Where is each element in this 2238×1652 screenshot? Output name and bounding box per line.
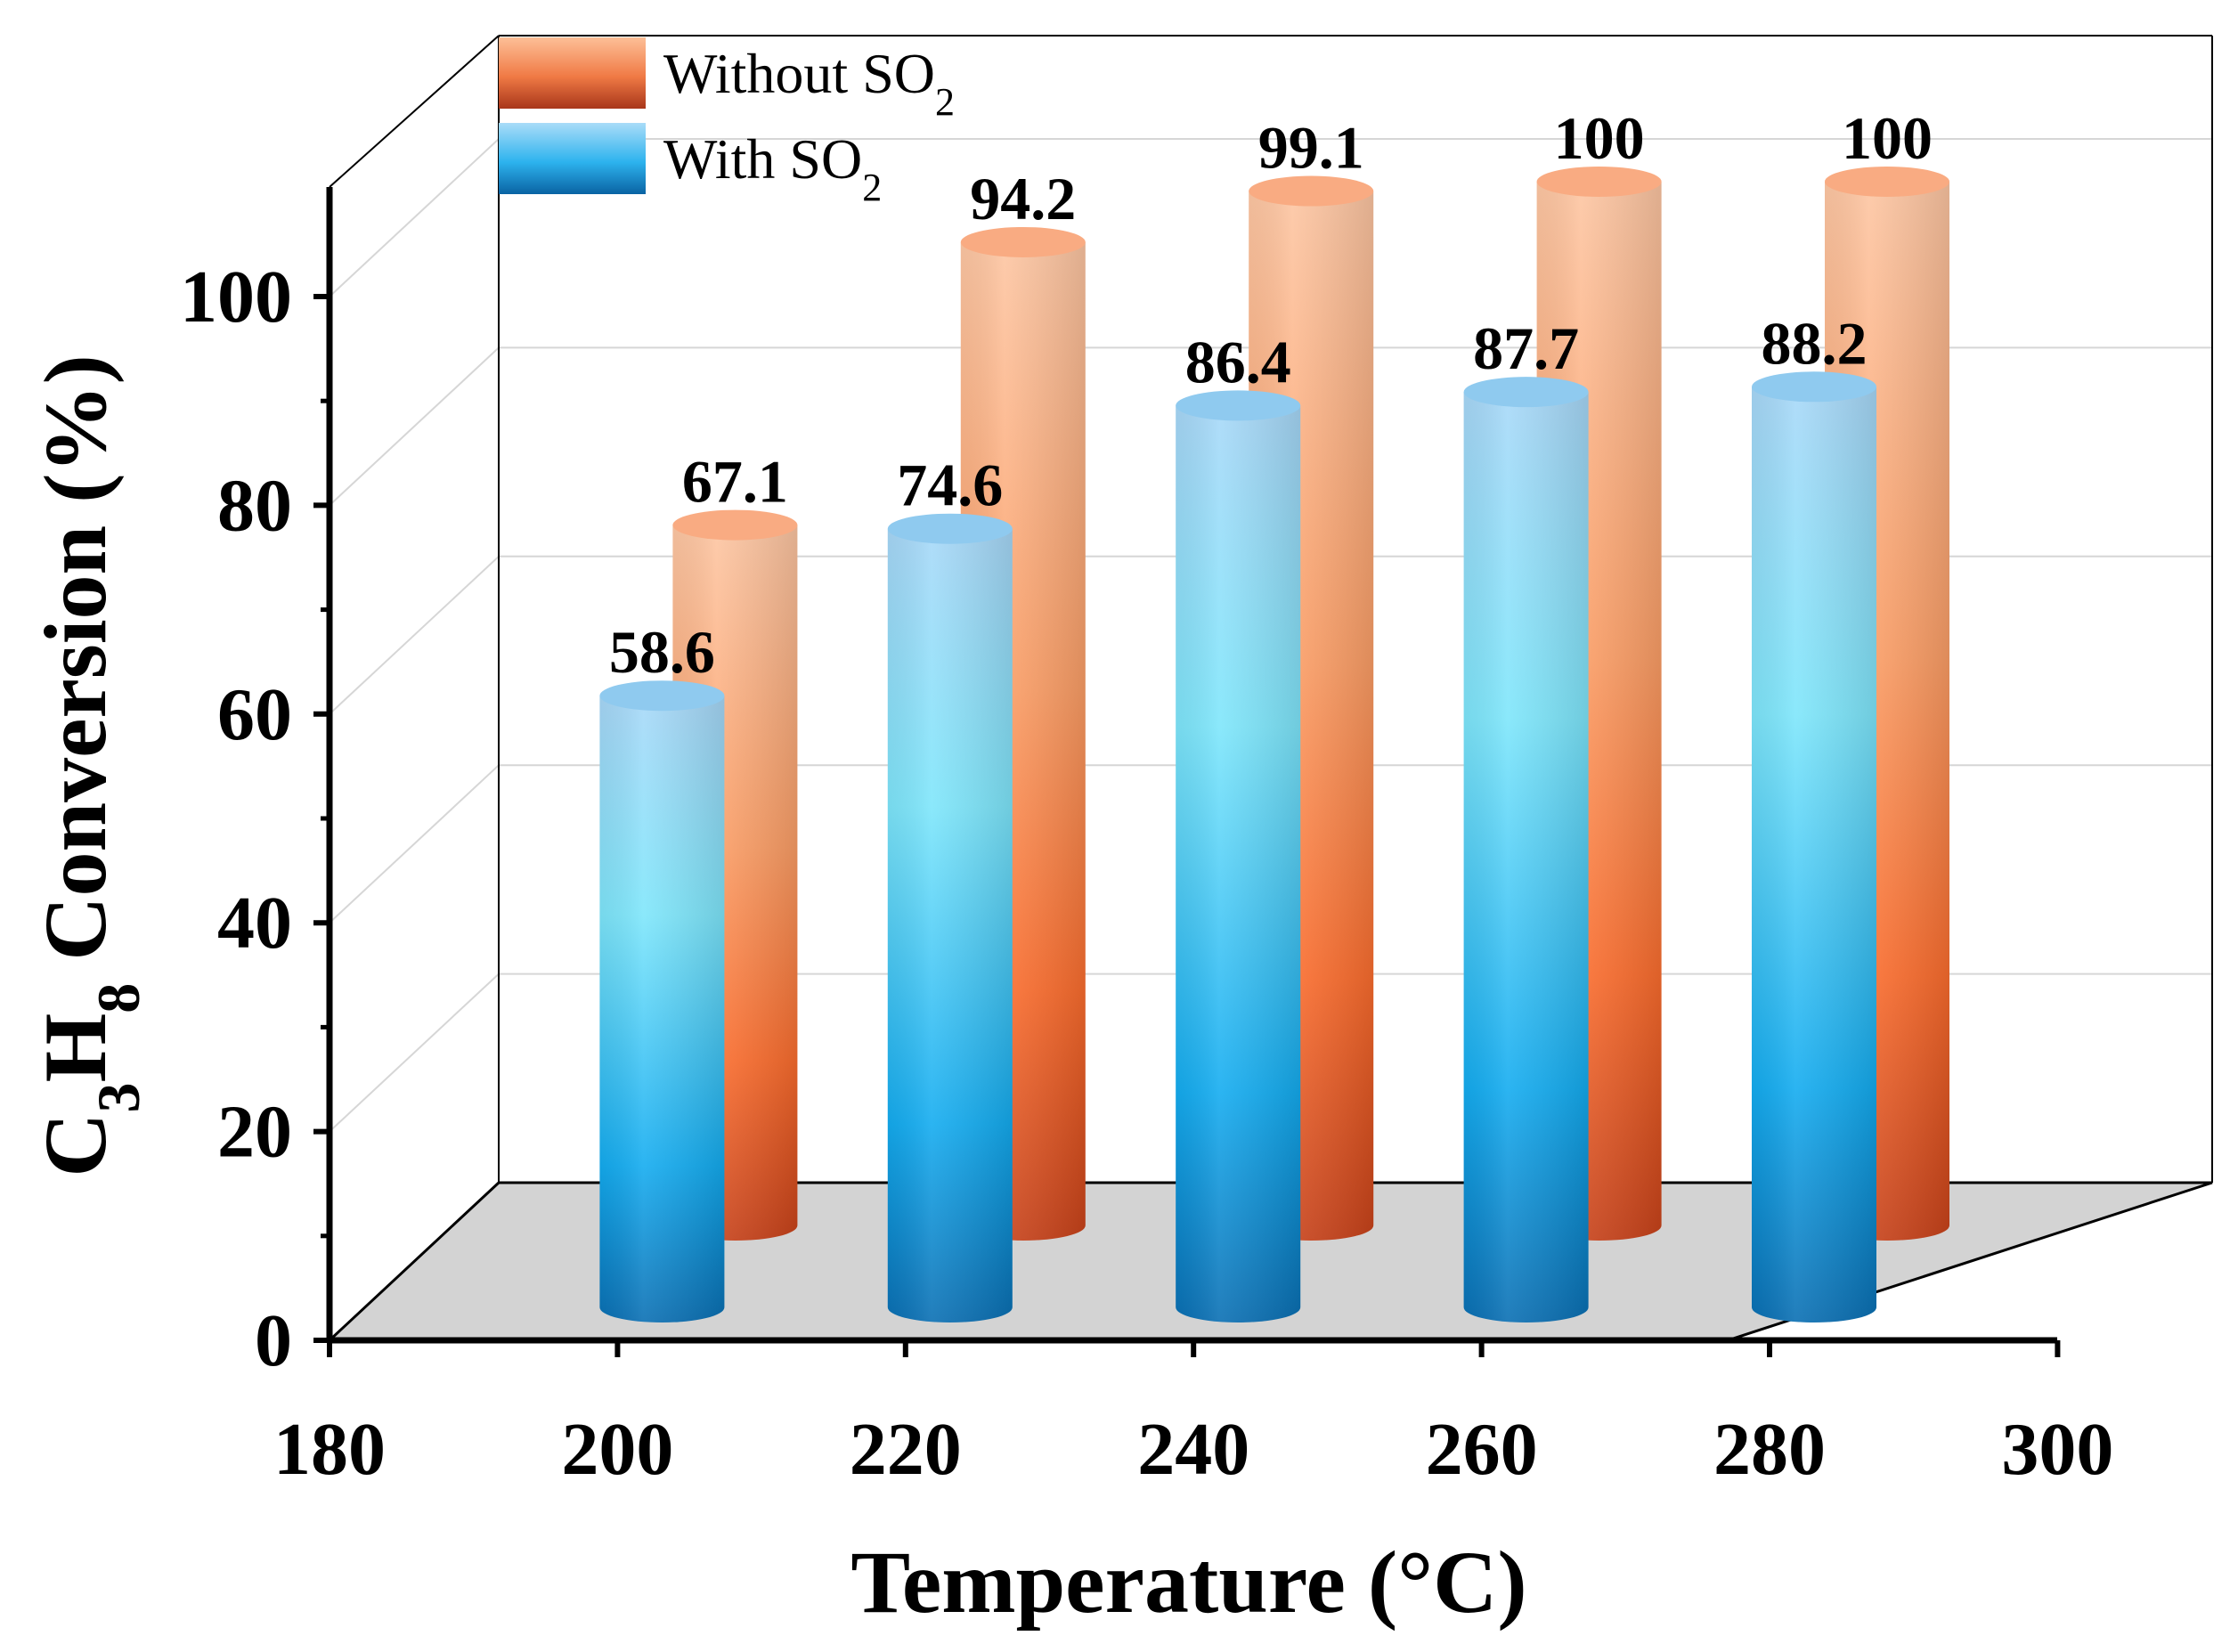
data-label-with-so2: 87.7 <box>1473 314 1579 382</box>
data-label-with-so2: 86.4 <box>1185 328 1291 395</box>
series-with-so2 <box>599 371 1876 1323</box>
x-tick-label: 200 <box>561 1408 673 1491</box>
y-title-h: H <box>26 1013 125 1083</box>
legend-label-without-so2-main: Without SO <box>663 42 935 105</box>
y-tick-label: 20 <box>217 1091 292 1174</box>
bar-without-so2-top <box>960 226 1086 257</box>
bar-with-so2 <box>599 680 725 1322</box>
legend-swatch-with-so2 <box>499 123 646 194</box>
data-label-with-so2: 58.6 <box>609 618 715 686</box>
y-title-c: C <box>26 1113 125 1177</box>
bar-with-so2 <box>1752 371 1876 1322</box>
x-axis-title: Temperature (°C) <box>850 1533 1526 1632</box>
x-ticks: 180 200 220 240 260 280 300 <box>273 1340 2113 1491</box>
data-labels: 67.1 94.2 99.1 100 100 58.6 74.6 86.4 87.7 88.2 <box>609 104 1933 686</box>
y-tick-label: 60 <box>217 673 292 756</box>
gridline-depth <box>329 764 500 924</box>
x-tick-label: 240 <box>1137 1408 1249 1491</box>
left-depth-top-edge <box>329 35 500 188</box>
bar-with-so2-shade <box>887 528 1013 1322</box>
data-label-without-so2: 67.1 <box>682 448 788 516</box>
legend-label-without-so2: Without SO2 <box>663 42 955 124</box>
legend-label-with-so2-sub: 2 <box>862 166 882 209</box>
bar-with-so2-top <box>599 680 725 712</box>
y-tick-label: 100 <box>180 256 292 338</box>
y-title-sub3: 3 <box>85 1083 152 1113</box>
legend-label-with-so2: With SO2 <box>663 127 882 209</box>
bar-with-so2-top <box>1176 390 1301 421</box>
bar-with-so2-shade <box>1752 387 1876 1322</box>
y-title-sub8: 8 <box>85 983 152 1013</box>
data-label-with-so2: 88.2 <box>1762 309 1868 377</box>
y-tick-label: 80 <box>217 464 292 547</box>
gridline-depth <box>329 138 500 297</box>
bar-with-so2-top <box>1752 371 1876 403</box>
y-axis: 0 20 40 60 80 100 <box>180 187 333 1382</box>
gridline-depth <box>329 346 500 507</box>
x-tick-label: 180 <box>273 1408 386 1491</box>
bar-with-so2 <box>887 513 1013 1322</box>
bar-with-so2-shade <box>1463 392 1589 1322</box>
y-tick-label: 0 <box>255 1299 292 1382</box>
data-label-without-so2: 100 <box>1554 104 1645 172</box>
data-label-without-so2: 94.2 <box>970 165 1076 232</box>
x-tick-label: 280 <box>1713 1408 1826 1491</box>
gridline-depth <box>329 556 500 715</box>
data-label-without-so2: 100 <box>1842 104 1933 172</box>
bar-without-so2-top <box>672 509 798 541</box>
bar-with-so2-top <box>1463 377 1589 408</box>
data-label-without-so2: 99.1 <box>1258 114 1364 182</box>
bar-without-so2-top <box>1825 167 1949 197</box>
bar-with-so2-top <box>887 513 1013 544</box>
x-tick-label: 300 <box>2001 1408 2113 1491</box>
gridline-depth <box>329 972 500 1133</box>
bar-without-so2-top <box>1249 175 1374 207</box>
bar-with-so2-shade <box>599 696 725 1322</box>
y-title-rest: Conversion (%) <box>26 354 125 983</box>
x-tick-label: 220 <box>850 1408 962 1491</box>
legend-label-without-so2-sub: 2 <box>935 80 955 124</box>
y-ticks: 0 20 40 60 80 100 <box>180 256 330 1382</box>
y-tick-label: 40 <box>217 882 292 964</box>
data-label-with-so2: 74.6 <box>897 452 1003 519</box>
x-tick-label: 260 <box>1426 1408 1538 1491</box>
bar-with-so2 <box>1463 377 1589 1322</box>
legend-swatch-without-so2 <box>499 37 646 109</box>
bar-with-so2 <box>1176 390 1301 1323</box>
bar-without-so2-top <box>1536 167 1662 197</box>
legend: Without SO2 With SO2 <box>499 37 955 209</box>
bar-with-so2-shade <box>1176 405 1301 1323</box>
legend-label-with-so2-main: With SO <box>663 127 862 191</box>
x-axis: 180 200 220 240 260 280 300 <box>273 1337 2113 1491</box>
y-axis-title: C3H8 Conversion (%) <box>26 354 152 1177</box>
